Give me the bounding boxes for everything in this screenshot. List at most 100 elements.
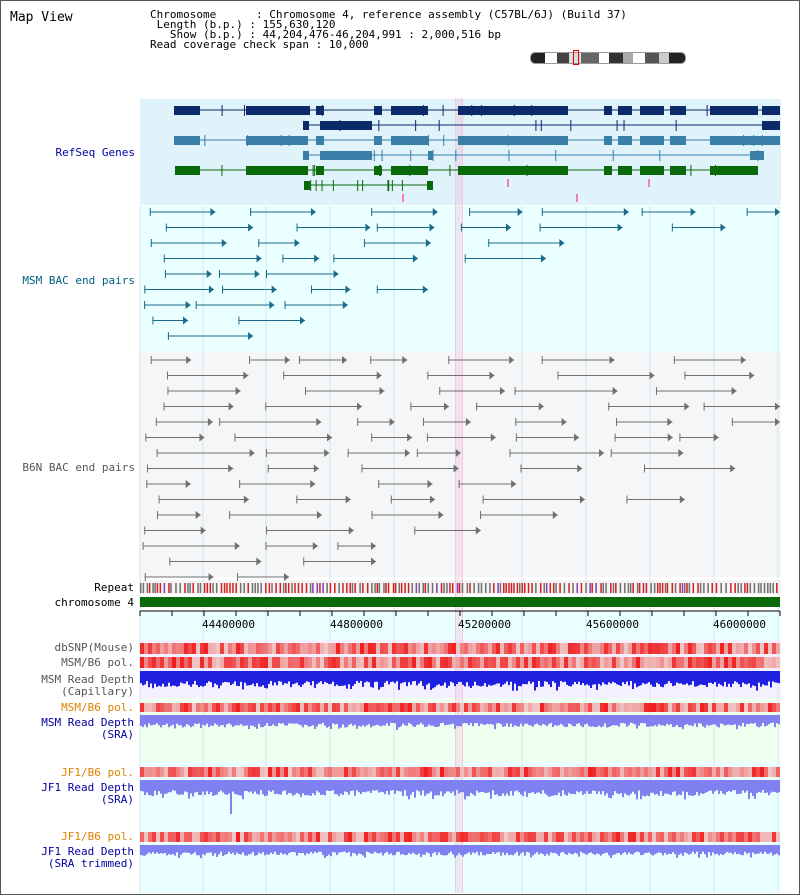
jf1-b6-pol-2-heat-cell [524, 832, 528, 842]
jf1-depth-trim-bar [350, 845, 352, 857]
msm-depth-cap-bar [198, 671, 200, 688]
gene-exon-tick [757, 150, 759, 161]
msm-depth-sra-bar [300, 715, 302, 726]
msm-depth-cap-bar [494, 671, 496, 685]
msm-depth-sra-bar [326, 715, 328, 728]
msm-b6-pol-2-heat-cell [148, 703, 152, 712]
msm-b6-pol-2-heat-cell [752, 703, 756, 712]
jf1-depth-sra-bar [520, 780, 522, 795]
msm-b6-pol-2-heat-cell [196, 703, 200, 712]
jf1-depth-sra-bar [450, 780, 452, 794]
msm-bac-pair-arrow [254, 270, 260, 278]
msm-b6-pol-2-heat-cell [376, 703, 380, 712]
gene-exon-tick [675, 120, 677, 131]
jf1-depth-trim-bar [642, 845, 644, 855]
jf1-depth-sra-bar [208, 780, 210, 795]
jf1-depth-sra-bar [276, 780, 278, 794]
msm-bac-pair-end [258, 239, 260, 247]
refseq-label[interactable]: RefSeq Genes [55, 146, 135, 159]
jf1-b6-pol-2-heat-cell [668, 832, 672, 842]
msm-depth-cap-bar [766, 671, 768, 686]
msm-b6-pol-heat-cell [156, 657, 160, 668]
jf1-b6-pol-2-heat-cell [628, 832, 632, 842]
jf1-depth-trim-bar [636, 845, 638, 852]
jf1-depth-trim-bar [324, 845, 326, 859]
msm-b6-pol-2-heat-cell [748, 703, 752, 712]
msm-depth-sra-bar [170, 715, 172, 726]
jf1-b6-pol-heat-cell [692, 767, 696, 777]
gene-pink-mark [402, 194, 404, 202]
b6n-bac-pair-arrow [379, 387, 385, 395]
msm-depth-cap-bar [644, 671, 646, 685]
msm-depth-cap-bar [414, 671, 416, 681]
jf1-b6-pol-2-heat-cell [272, 832, 276, 842]
b6n-bac-pair-arrow [684, 402, 690, 411]
repeat-feature [516, 583, 519, 593]
msm-depth-sra-bar [188, 715, 190, 726]
msm-depth-cap-bar [546, 671, 548, 682]
jf1-depth-trim-bar [500, 845, 502, 856]
msm-b6-pol-2-heat-cell [756, 703, 760, 712]
msm-b6-pol-heat-cell [172, 657, 176, 668]
msm-depth-cap-bar [312, 671, 314, 682]
b6n-bac-pair-arrow [284, 573, 290, 581]
msm-depth-sra-label-2: (SRA) [100, 728, 134, 741]
dbsnp-heat-cell [672, 643, 676, 654]
gene-exon [304, 181, 310, 190]
jf1-depth-trim-bar [354, 845, 356, 854]
msm-b6-pol-heat-cell [752, 657, 756, 668]
msm-depth-cap-bar [680, 671, 682, 684]
msm-depth-sra-bar [392, 715, 394, 723]
msm-depth-sra-bar [536, 715, 538, 724]
msm-depth-sra-bar [552, 715, 554, 728]
msm-bac-label[interactable]: MSM BAC end pairs [22, 274, 135, 287]
msm-depth-sra-bar [262, 715, 264, 728]
msm-depth-sra-bar [690, 715, 692, 726]
dbsnp-heat-cell [148, 643, 152, 654]
jf1-b6-pol-2-heat-cell [388, 832, 392, 842]
jf1-depth-trim-bar [720, 845, 722, 854]
jf1-depth-trim-bar [750, 845, 752, 858]
jf1-depth-trim-bar [470, 845, 472, 855]
gene-exon-tick [428, 135, 430, 146]
b6n-bac-pair-end [267, 464, 269, 473]
jf1-depth-sra-bar [456, 780, 458, 790]
jf1-depth-sra-bar [642, 780, 644, 796]
repeat-feature [431, 583, 434, 593]
jf1-depth-trim-bar [332, 845, 334, 853]
repeat-feature [619, 583, 622, 593]
msm-depth-cap-bar [226, 671, 228, 683]
msm-depth-sra-bar [310, 715, 312, 727]
msm-depth-sra-bar [720, 715, 722, 724]
msm-depth-sra-bar [492, 715, 494, 725]
current-view-marker[interactable] [573, 50, 579, 65]
jf1-depth-sra-bar [694, 780, 696, 796]
jf1-depth-sra-bar [676, 780, 678, 796]
b6n-bac-pair-end [731, 418, 733, 426]
b6n-bac-pair-arrow [579, 495, 585, 504]
b6n-bac-pair-end [390, 495, 392, 504]
jf1-depth-trim-bar [352, 845, 354, 853]
msm-depth-sra-bar [540, 715, 542, 726]
jf1-depth-trim-bar [474, 845, 476, 854]
repeat-feature [415, 583, 418, 593]
msm-depth-sra-bar [546, 715, 548, 727]
msm-depth-sra-bar [150, 715, 152, 726]
b6n-bac-label[interactable]: B6N BAC end pairs [22, 461, 135, 474]
repeat-feature [206, 583, 209, 593]
msm-b6-pol-heat-cell [144, 657, 148, 668]
jf1-b6-pol-heat-cell [204, 767, 208, 777]
msm-b6-pol-2-heat-cell [144, 703, 148, 712]
chromosome-ideogram[interactable] [530, 52, 686, 64]
repeat-feature [223, 583, 226, 593]
msm-b6-pol-2-heat-cell [140, 703, 144, 712]
msm-depth-cap-bar [446, 671, 448, 688]
jf1-b6-pol-2-heat-cell [188, 832, 192, 842]
msm-b6-pol-heat-cell [528, 657, 532, 668]
repeat-feature [539, 583, 542, 593]
gene-exon-tick [715, 165, 717, 176]
jf1-depth-sra-bar [150, 780, 152, 796]
msm-b6-pol-heat-cell [568, 657, 572, 668]
dbsnp-heat-cell [460, 643, 464, 654]
